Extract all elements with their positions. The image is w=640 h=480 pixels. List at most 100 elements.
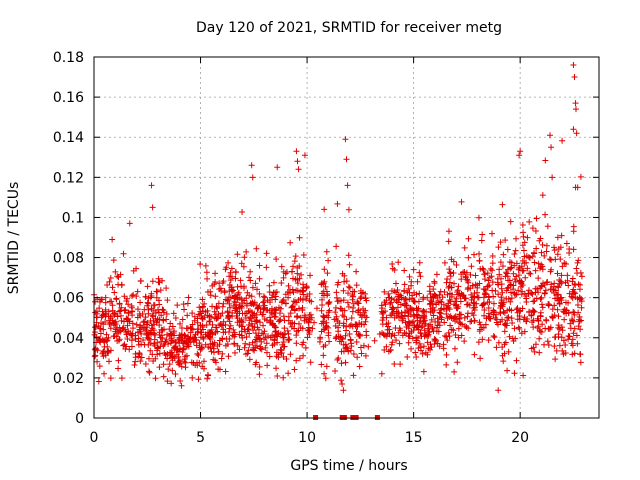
data-point: [266, 282, 273, 289]
data-point: [243, 310, 250, 317]
data-point: [313, 305, 320, 312]
data-point: [476, 319, 483, 326]
data-point: [352, 322, 359, 329]
data-point: [181, 358, 188, 365]
data-point: [523, 299, 530, 306]
data-point: [431, 307, 438, 314]
y-tick-label: 0.1: [62, 210, 84, 226]
data-point: [497, 318, 504, 325]
data-point: [285, 370, 292, 377]
data-point: [267, 317, 274, 324]
y-tick-label: 0.04: [53, 331, 84, 347]
data-point: [465, 235, 472, 242]
data-point: [350, 300, 357, 307]
data-point: [333, 294, 340, 301]
data-point: [184, 312, 191, 319]
data-point: [216, 366, 223, 373]
data-point: [572, 100, 579, 107]
data-point: [337, 305, 344, 312]
data-point: [307, 311, 314, 318]
data-point: [145, 341, 152, 348]
x-tick-label: 0: [90, 430, 99, 446]
data-point: [219, 303, 226, 310]
data-point: [517, 148, 524, 155]
data-point: [343, 278, 350, 285]
data-point: [516, 152, 523, 159]
data-point: [443, 351, 450, 358]
y-tick-label: 0.12: [53, 170, 84, 186]
data-point: [530, 324, 537, 331]
data-point: [238, 283, 245, 290]
data-point: [440, 341, 447, 348]
data-point: [410, 318, 417, 325]
data-point: [424, 339, 431, 346]
data-point: [577, 326, 584, 333]
data-point: [243, 295, 250, 302]
data-point: [175, 353, 182, 360]
data-point: [309, 325, 316, 332]
data-point: [293, 357, 300, 364]
data-point: [104, 348, 111, 355]
data-point: [335, 279, 342, 286]
data-point: [235, 289, 242, 296]
data-point: [212, 329, 219, 336]
data-point: [458, 271, 465, 278]
data-point: [295, 166, 302, 173]
data-point: [544, 338, 551, 345]
data-point: [490, 300, 497, 307]
data-point: [512, 247, 519, 254]
data-point: [123, 343, 130, 350]
data-point: [272, 296, 279, 303]
data-point: [241, 254, 248, 261]
data-point: [493, 311, 500, 318]
data-point: [507, 289, 514, 296]
data-point: [109, 302, 116, 309]
data-point: [253, 318, 260, 325]
data-point: [464, 313, 471, 320]
data-point: [450, 270, 457, 277]
data-point: [303, 295, 310, 302]
data-point: [224, 341, 231, 348]
data-point: [198, 343, 205, 350]
data-point: [192, 337, 199, 344]
data-point: [515, 287, 522, 294]
data-point: [340, 348, 347, 355]
data-point: [486, 274, 493, 281]
data-point: [416, 314, 423, 321]
data-point: [153, 294, 160, 301]
data-point: [577, 351, 584, 358]
data-point: [543, 317, 550, 324]
data-point: [252, 336, 259, 343]
data-point: [145, 310, 152, 317]
data-point: [455, 325, 462, 332]
data-point: [273, 365, 280, 372]
data-point: [332, 304, 339, 311]
data-point: [256, 371, 263, 378]
data-point: [228, 265, 235, 272]
data-point: [231, 331, 238, 338]
data-point: [119, 325, 126, 332]
data-point: [481, 276, 488, 283]
data-point: [555, 313, 562, 320]
data-point: [215, 348, 222, 355]
data-point: [575, 281, 582, 288]
data-point: [96, 305, 103, 312]
data-point: [152, 310, 159, 317]
data-point: [521, 328, 528, 335]
data-point: [123, 297, 130, 304]
data-point: [273, 256, 280, 263]
data-point: [294, 264, 301, 271]
data-point: [319, 302, 326, 309]
data-point: [110, 320, 117, 327]
data-point: [570, 330, 577, 337]
data-point: [233, 301, 240, 308]
data-point: [353, 338, 360, 345]
data-point: [256, 363, 263, 370]
data-point: [443, 310, 450, 317]
data-point: [260, 293, 267, 300]
data-point: [222, 321, 229, 328]
data-point: [424, 325, 431, 332]
data-point: [149, 312, 156, 319]
data-point: [535, 323, 542, 330]
data-point: [253, 245, 260, 252]
